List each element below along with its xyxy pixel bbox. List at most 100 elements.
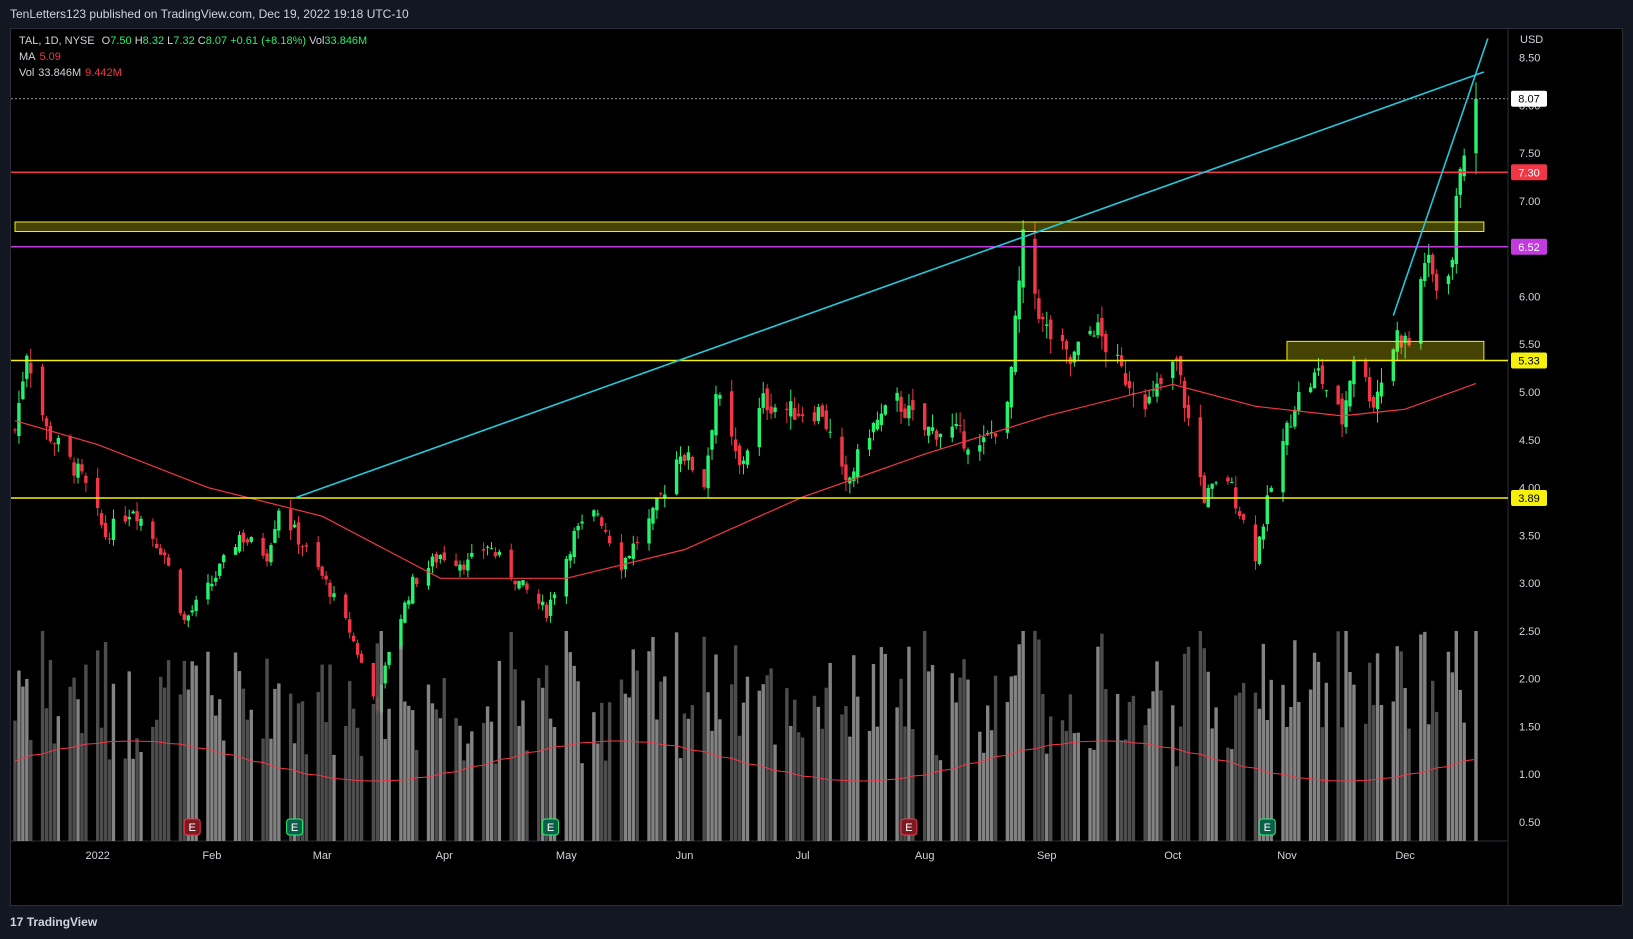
candle-body bbox=[426, 568, 431, 586]
low-label: L bbox=[167, 35, 174, 47]
low-value: 7.32 bbox=[173, 35, 195, 47]
candle-body bbox=[237, 535, 242, 552]
candle-body bbox=[214, 577, 218, 582]
volume-bar bbox=[123, 758, 127, 841]
volume-bar bbox=[1458, 689, 1462, 841]
candle-body bbox=[194, 599, 198, 612]
ma-legend: MA 5.09 bbox=[19, 51, 61, 63]
volume-bar bbox=[659, 681, 663, 841]
chart-panel[interactable]: USD 0.50 1.00 1.50 2.00 2.50 3.00 3.50 4.00 4.50 5… bbox=[10, 28, 1623, 906]
volume-bar bbox=[733, 645, 738, 841]
volume-bar bbox=[985, 705, 990, 841]
volume-bar bbox=[580, 763, 584, 841]
volume-bar bbox=[1419, 634, 1423, 841]
candle-body bbox=[442, 552, 446, 561]
volume-bar bbox=[509, 632, 513, 841]
candle-body bbox=[985, 433, 990, 435]
candle-body bbox=[824, 410, 828, 429]
volume-bar bbox=[497, 660, 502, 841]
volume-bar bbox=[403, 701, 407, 841]
volume-bar bbox=[375, 643, 379, 841]
price-tag bbox=[1511, 490, 1547, 507]
candle-body bbox=[903, 408, 907, 419]
volume-bar bbox=[56, 716, 61, 841]
volume-bar bbox=[1253, 692, 1258, 841]
volume-bar bbox=[1320, 727, 1325, 841]
volume-bar bbox=[438, 718, 443, 841]
candle-body bbox=[155, 543, 159, 548]
candle-body bbox=[655, 497, 659, 511]
candle-body bbox=[982, 437, 986, 443]
volume-bar bbox=[1151, 691, 1155, 841]
volume-bar bbox=[1171, 705, 1175, 841]
vol-value: 33.846M bbox=[324, 35, 368, 47]
volume-bar bbox=[619, 679, 624, 841]
volume-bar bbox=[1403, 688, 1407, 841]
volume-ma-line bbox=[14, 740, 1477, 782]
volume-bar bbox=[706, 692, 710, 841]
candle-body bbox=[123, 515, 127, 522]
volume-bar bbox=[454, 718, 458, 841]
price-chart[interactable]: USD0.501.001.502.002.503.003.504.004.505… bbox=[11, 29, 1622, 905]
volume-bar bbox=[1048, 716, 1053, 841]
candle-body bbox=[852, 471, 856, 482]
candle-body bbox=[513, 580, 517, 585]
volume-bar bbox=[852, 655, 856, 841]
volume-bar bbox=[237, 671, 242, 841]
volume-bar bbox=[903, 726, 907, 841]
volume-bar bbox=[1005, 702, 1010, 841]
candle-body bbox=[1403, 335, 1407, 344]
candle-body bbox=[348, 619, 352, 633]
candle-body bbox=[714, 393, 718, 436]
volume-value: 33.846M bbox=[38, 67, 82, 79]
volume-bar bbox=[332, 754, 336, 841]
volume-bar bbox=[1119, 740, 1124, 841]
volume-bar bbox=[210, 695, 214, 841]
x-tick-label: Jun bbox=[676, 850, 694, 862]
candle-body bbox=[25, 355, 29, 379]
candle-body bbox=[773, 407, 777, 412]
candle-body bbox=[1458, 168, 1462, 195]
volume-bar bbox=[25, 678, 29, 841]
candle-body bbox=[17, 403, 21, 436]
volume-bar bbox=[745, 676, 750, 841]
candle-body bbox=[151, 521, 155, 539]
volume-bar bbox=[1234, 695, 1238, 841]
candle-body bbox=[796, 413, 801, 416]
candle-body bbox=[387, 652, 391, 665]
candle-body bbox=[1143, 394, 1147, 410]
price-tag-label: 5.33 bbox=[1518, 355, 1539, 367]
candle-body bbox=[537, 593, 541, 604]
volume-bar bbox=[592, 712, 596, 841]
price-tag bbox=[1511, 90, 1547, 107]
candle-body bbox=[1210, 483, 1214, 489]
y-tick-label: 0.50 bbox=[1519, 817, 1540, 829]
volume-bar bbox=[848, 736, 852, 841]
candle-body bbox=[1005, 401, 1010, 433]
volume-bar bbox=[989, 730, 994, 841]
volume-bar bbox=[769, 668, 773, 841]
tradingview-logo[interactable]: 17 TradingView bbox=[10, 915, 97, 929]
candle-body bbox=[627, 556, 632, 559]
candle-body bbox=[544, 604, 549, 618]
volume-bar bbox=[241, 688, 246, 841]
candle-body bbox=[273, 529, 277, 543]
candle-body bbox=[907, 405, 911, 419]
volume-bar bbox=[76, 699, 80, 841]
volume-bar bbox=[600, 702, 604, 841]
candle-body bbox=[600, 517, 604, 527]
volume-bar bbox=[1186, 646, 1191, 841]
candle-body bbox=[1021, 229, 1025, 288]
volume-bar bbox=[103, 642, 108, 841]
candle-body bbox=[162, 552, 167, 556]
candle-body bbox=[99, 513, 104, 525]
volume-bar bbox=[596, 743, 600, 841]
volume-bar bbox=[1131, 695, 1136, 841]
volume-bar bbox=[458, 725, 462, 841]
volume-bar bbox=[686, 718, 691, 841]
volume-bar bbox=[273, 688, 277, 841]
volume-bar bbox=[1159, 690, 1163, 841]
volume-bar bbox=[324, 722, 328, 841]
volume-bar bbox=[1285, 726, 1289, 841]
candle-body bbox=[922, 403, 927, 431]
